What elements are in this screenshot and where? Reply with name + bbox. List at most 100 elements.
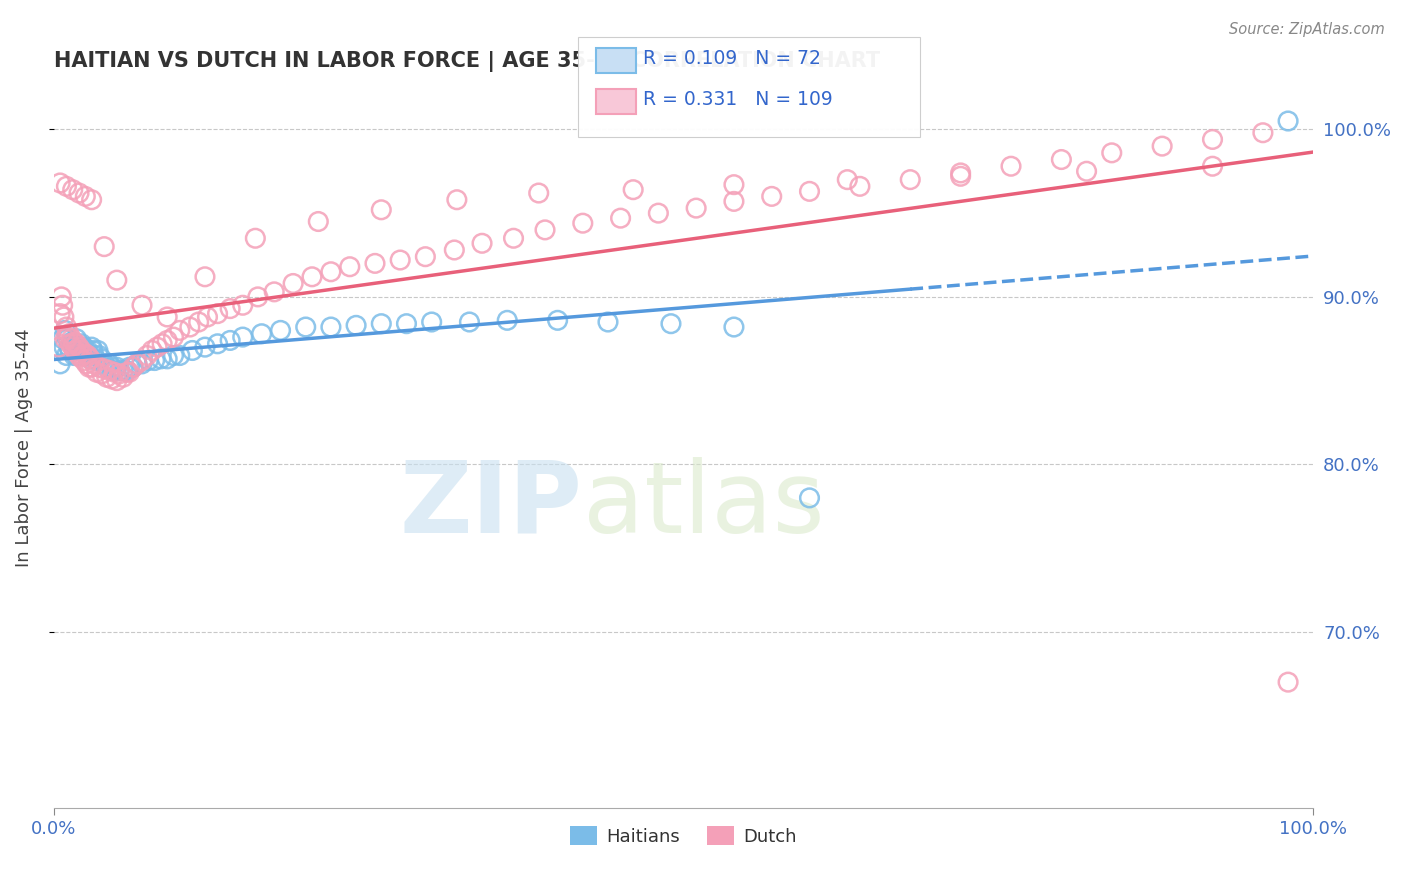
Point bbox=[1277, 114, 1299, 128]
Point bbox=[105, 360, 128, 375]
Point bbox=[949, 169, 972, 184]
Point bbox=[319, 320, 342, 334]
Point bbox=[58, 340, 80, 354]
Point bbox=[60, 335, 83, 350]
Point bbox=[115, 363, 138, 377]
Point bbox=[49, 307, 72, 321]
Point bbox=[79, 351, 101, 366]
Point bbox=[156, 310, 179, 324]
Point bbox=[547, 313, 569, 327]
Point bbox=[339, 260, 361, 274]
Point bbox=[76, 357, 98, 371]
Point bbox=[90, 367, 112, 381]
Point bbox=[131, 353, 153, 368]
Point bbox=[76, 349, 98, 363]
Point bbox=[301, 269, 323, 284]
Point bbox=[232, 298, 254, 312]
Point bbox=[87, 343, 110, 358]
Point bbox=[83, 349, 105, 363]
Point bbox=[73, 340, 96, 354]
Point bbox=[100, 372, 122, 386]
Point bbox=[898, 172, 921, 186]
Point bbox=[70, 343, 93, 358]
Point bbox=[55, 179, 77, 194]
Point bbox=[67, 340, 90, 354]
Point bbox=[136, 349, 159, 363]
Point bbox=[685, 201, 707, 215]
Point bbox=[146, 340, 169, 354]
Text: R = 0.109   N = 72: R = 0.109 N = 72 bbox=[643, 49, 821, 69]
Point bbox=[572, 216, 595, 230]
Point bbox=[93, 362, 115, 376]
Point bbox=[1000, 159, 1022, 173]
Point bbox=[187, 315, 209, 329]
Point bbox=[307, 214, 329, 228]
Point bbox=[73, 353, 96, 368]
Point bbox=[197, 310, 219, 324]
Point bbox=[52, 310, 75, 324]
Point bbox=[1101, 145, 1123, 160]
Point bbox=[125, 357, 148, 371]
Point bbox=[76, 349, 98, 363]
Point bbox=[141, 343, 163, 358]
Point bbox=[80, 193, 103, 207]
Point bbox=[72, 342, 94, 356]
Point bbox=[1076, 164, 1098, 178]
Point bbox=[194, 269, 217, 284]
Point bbox=[105, 374, 128, 388]
Point bbox=[100, 360, 122, 375]
Point bbox=[62, 336, 84, 351]
Y-axis label: In Labor Force | Age 35-44: In Labor Force | Age 35-44 bbox=[15, 328, 32, 567]
Point bbox=[58, 326, 80, 341]
Point bbox=[75, 189, 97, 203]
Point bbox=[1201, 159, 1223, 173]
Point bbox=[67, 340, 90, 354]
Point bbox=[65, 343, 87, 358]
Point bbox=[56, 330, 79, 344]
Point bbox=[194, 340, 217, 354]
Point bbox=[596, 315, 619, 329]
Point bbox=[112, 363, 135, 377]
Point bbox=[281, 277, 304, 291]
Point bbox=[77, 349, 100, 363]
Point bbox=[156, 334, 179, 348]
Point bbox=[849, 179, 872, 194]
Point bbox=[83, 357, 105, 371]
Text: HAITIAN VS DUTCH IN LABOR FORCE | AGE 35-44 CORRELATION CHART: HAITIAN VS DUTCH IN LABOR FORCE | AGE 35… bbox=[53, 51, 880, 71]
Point bbox=[89, 360, 111, 375]
Point bbox=[122, 360, 145, 375]
Point bbox=[62, 183, 84, 197]
Point bbox=[108, 367, 131, 381]
Point bbox=[837, 172, 859, 186]
Point bbox=[69, 350, 91, 364]
Point bbox=[370, 317, 392, 331]
Point bbox=[103, 363, 125, 377]
Point bbox=[162, 330, 184, 344]
Point bbox=[49, 357, 72, 371]
Point bbox=[263, 285, 285, 299]
Point bbox=[949, 166, 972, 180]
Point bbox=[65, 340, 87, 354]
Point bbox=[169, 349, 191, 363]
Point bbox=[131, 298, 153, 312]
Point bbox=[125, 357, 148, 371]
Point bbox=[219, 301, 242, 316]
Point bbox=[245, 231, 267, 245]
Point bbox=[1277, 675, 1299, 690]
Point bbox=[51, 290, 73, 304]
Point bbox=[122, 360, 145, 375]
Point bbox=[609, 211, 631, 226]
Point bbox=[534, 223, 557, 237]
Point bbox=[118, 360, 141, 375]
Point bbox=[1201, 132, 1223, 146]
Point bbox=[502, 231, 524, 245]
Point bbox=[118, 365, 141, 379]
Point bbox=[75, 347, 97, 361]
Point bbox=[389, 253, 412, 268]
Point bbox=[219, 334, 242, 348]
Point bbox=[90, 351, 112, 366]
Point bbox=[53, 332, 76, 346]
Point bbox=[207, 307, 229, 321]
Point bbox=[179, 320, 201, 334]
Point bbox=[621, 183, 644, 197]
